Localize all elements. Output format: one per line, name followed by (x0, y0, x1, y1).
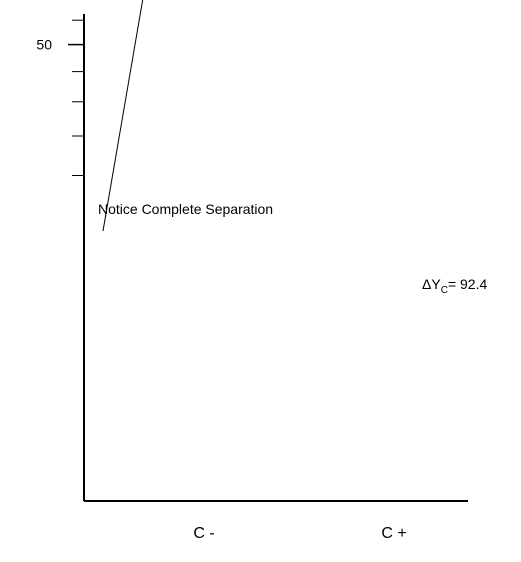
y-ticks: 50100200300 (36, 19, 84, 176)
separation-pointer-line (102, 0, 144, 232)
x-category-label: C - (193, 525, 214, 542)
x-category-label: C + (381, 525, 406, 542)
annotations: Notice Complete Separation ΔYC= 92.4 (98, 0, 487, 296)
delta-label: ΔYC= 92.4 (422, 276, 487, 296)
x-labels: C - C + (193, 525, 406, 542)
y-tick-label: 50 (36, 37, 52, 53)
separation-annotation: Notice Complete Separation (98, 201, 273, 217)
